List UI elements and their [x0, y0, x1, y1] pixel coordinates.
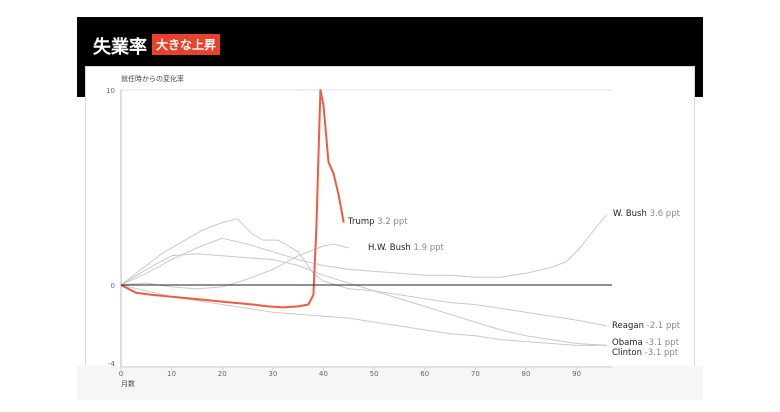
x-axis-label: 月数	[121, 379, 135, 388]
x-tick-label: 90	[572, 370, 581, 378]
series-line-h-w-bush	[120, 243, 349, 290]
y-tick-label: -4	[108, 360, 116, 368]
x-tick-label: 10	[167, 370, 176, 378]
x-tick-label: 50	[370, 370, 379, 378]
series-label-reagan: Reagan -2.1 ppt	[612, 321, 681, 331]
x-tick-label: 20	[218, 370, 227, 378]
y-tick-label: 0	[111, 282, 115, 290]
series-line-reagan	[120, 218, 607, 327]
series-label-h-w-bush: H.W. Bush 1.9 ppt	[368, 243, 445, 253]
series-name: W. Bush	[613, 209, 650, 219]
x-tick-label: 0	[119, 370, 123, 378]
y-axis-label: 就任時からの変化率	[121, 74, 184, 83]
series-name: Trump	[347, 217, 377, 227]
x-tick-label: 40	[319, 370, 328, 378]
series-value: 1.9 ppt	[414, 243, 445, 253]
x-tick-label: 60	[420, 370, 429, 378]
series-line-clinton	[120, 284, 607, 346]
chart-card	[85, 66, 695, 367]
series-name: H.W. Bush	[368, 243, 414, 253]
chart-title: 失業率	[93, 37, 147, 58]
series-value: -3.1 ppt	[646, 338, 680, 348]
chart-footer-strip	[77, 366, 703, 400]
series-line-trump	[120, 89, 345, 309]
x-tick-label: 80	[521, 370, 530, 378]
series-name: Reagan	[612, 321, 647, 331]
y-tick-label: 10	[106, 87, 115, 95]
series-label-w-bush: W. Bush 3.6 ppt	[613, 209, 681, 219]
highlight-badge: 大きな上昇	[152, 34, 221, 55]
series-line-obama	[120, 253, 607, 346]
series-label-clinton: Clinton -3.1 ppt	[612, 348, 679, 358]
x-tick-label: 70	[471, 370, 480, 378]
series-line-w-bush	[120, 214, 608, 286]
series-value: -3.1 ppt	[645, 348, 679, 358]
x-tick-label: 30	[268, 370, 277, 378]
series-value: 3.2 ppt	[377, 217, 408, 227]
series-name: Obama	[612, 338, 646, 348]
series-value: 3.6 ppt	[650, 209, 681, 219]
series-name: Clinton	[612, 348, 645, 358]
series-label-trump: Trump 3.2 ppt	[347, 217, 408, 227]
series-label-obama: Obama -3.1 ppt	[612, 338, 680, 348]
series-value: -2.1 ppt	[647, 321, 681, 331]
